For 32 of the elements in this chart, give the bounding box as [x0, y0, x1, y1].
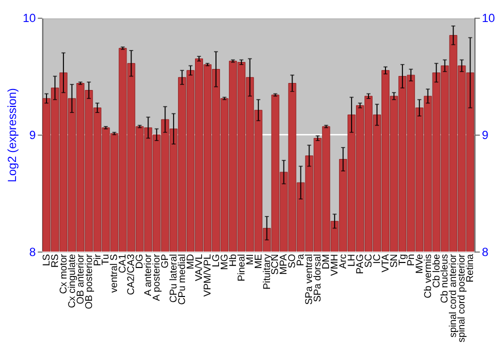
x-tick-label: VTA — [380, 254, 392, 272]
x-tick-label: RS — [50, 254, 61, 268]
x-tick-label: OB posterior — [84, 253, 95, 310]
x-tick-label: LG — [210, 254, 222, 268]
x-tick-label: PAG — [354, 254, 366, 274]
x-tick-label: LS — [41, 254, 52, 266]
y2-tick-label: 10 — [482, 12, 496, 26]
x-tick-label: ME — [253, 254, 264, 269]
x-tick-label: Pituitary — [262, 254, 273, 290]
x-tick-label: MVe — [414, 254, 426, 274]
x-tick-label: MI — [244, 254, 256, 265]
x-tick-label: OB anterior — [75, 253, 86, 304]
x-tick-label: VA/VL — [194, 254, 205, 282]
x-tick-label: Retina — [465, 254, 476, 282]
x-tick-label: Pineal — [236, 254, 248, 282]
y-axis-title: Log2 (expression) — [6, 88, 19, 182]
x-tick-label: spinal cord posterior — [456, 253, 468, 342]
y2-tick-label: 8 — [482, 246, 489, 260]
y-tick-label: 9 — [29, 129, 36, 142]
x-tick-label: A posterior — [152, 253, 163, 301]
y-tick-label: 8 — [29, 246, 36, 260]
x-tick-label: SN — [388, 254, 400, 268]
x-tick-label: SC — [363, 254, 374, 268]
x-tick-label: Cx cingulate — [66, 254, 78, 308]
x-tick-label: IC — [372, 254, 383, 264]
x-tick-label: Pn — [406, 254, 417, 266]
y2-tick-label: 9 — [482, 129, 488, 142]
y-tick-label: 10 — [22, 12, 36, 26]
x-tick-label: Tg — [397, 254, 408, 266]
x-tick-label: Hb — [228, 254, 239, 267]
x-tick-label: MD — [185, 254, 196, 270]
x-tick-label: VPM/VPL — [202, 254, 214, 297]
